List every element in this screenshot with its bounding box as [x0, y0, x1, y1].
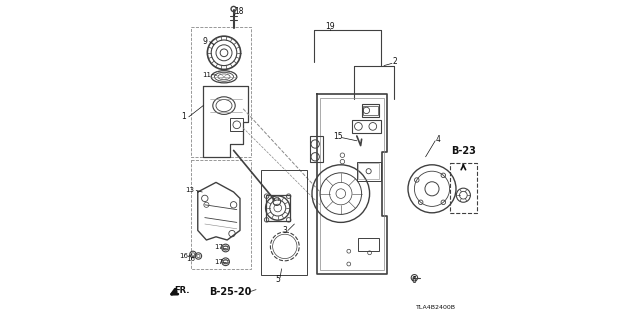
Text: 17: 17	[214, 244, 223, 250]
Text: TLA4B2400B: TLA4B2400B	[416, 305, 456, 310]
Text: 5: 5	[275, 276, 280, 284]
Text: B-23: B-23	[452, 146, 476, 156]
Text: 13: 13	[185, 188, 195, 193]
Text: 11: 11	[202, 72, 211, 77]
Text: 15: 15	[333, 132, 342, 140]
Bar	[362, 104, 380, 117]
Bar	[364, 106, 378, 115]
Text: 17: 17	[214, 259, 223, 265]
Bar	[320, 98, 384, 270]
Text: 16: 16	[179, 253, 189, 259]
Text: 16: 16	[186, 256, 195, 261]
Bar	[358, 163, 379, 179]
Bar	[191, 160, 251, 269]
Bar	[266, 195, 290, 221]
Bar	[357, 162, 381, 181]
Bar	[358, 238, 379, 251]
Text: 1: 1	[182, 112, 186, 121]
Text: 19: 19	[324, 22, 335, 31]
Bar	[230, 118, 243, 131]
Bar	[191, 27, 251, 157]
Bar	[261, 170, 307, 275]
Bar	[310, 136, 323, 162]
Text: 3: 3	[282, 226, 287, 235]
Text: 6: 6	[412, 276, 416, 285]
Bar	[450, 163, 477, 213]
Text: B-25-20: B-25-20	[209, 287, 252, 297]
Text: FR.: FR.	[174, 286, 189, 295]
Text: 4: 4	[436, 135, 441, 144]
Text: 2: 2	[393, 57, 397, 66]
Bar	[352, 120, 381, 133]
Text: 9: 9	[202, 37, 207, 46]
Text: 18: 18	[235, 7, 244, 16]
